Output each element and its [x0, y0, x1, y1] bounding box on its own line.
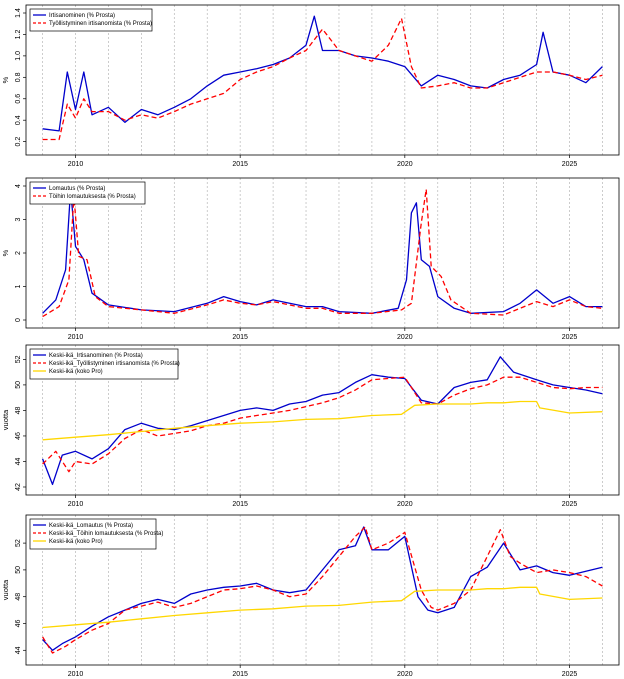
y-axis-label: %	[1, 249, 10, 256]
series-line-1	[42, 188, 603, 314]
y-tick-label: 50	[15, 381, 22, 389]
y-axis-label: vuotta	[1, 409, 10, 430]
legend-entry: Lomautus (% Prosta)	[49, 186, 105, 192]
legend-entry: Keski-ikä_Töihin lomautuksesta (% Prosta…	[49, 531, 163, 537]
y-tick-label: 0.2	[15, 137, 22, 147]
x-tick-label: 2015	[232, 161, 248, 168]
x-tick-label: 2020	[397, 671, 413, 678]
x-tick-label: 2010	[68, 161, 84, 168]
y-tick-label: 42	[15, 483, 22, 491]
legend: Irtisanominen (% Prosta) Työllistyminen i…	[29, 8, 153, 32]
y-tick-label: 2	[15, 251, 22, 255]
legend-entry: Keski-ikä_Lomautus (% Prosta)	[49, 523, 133, 529]
y-tick-label: 52	[15, 355, 22, 363]
x-tick-label: 2010	[68, 671, 84, 678]
y-tick-label: 50	[15, 566, 22, 574]
panel-4: 2010 2015 2020 2025 44 46 48 50 52 vuotta Keski-ik…	[1, 514, 620, 678]
series-line-2	[42, 376, 603, 473]
y-tick-label: 0	[15, 318, 22, 322]
y-tick-label: 1.4	[15, 8, 22, 18]
x-tick-label: 2025	[562, 334, 578, 341]
y-tick-label: 1.0	[15, 51, 22, 61]
y-tick-label: 0.8	[15, 72, 22, 82]
legend-entry: Keski-ikä_Irtisanominen (% Prosta)	[49, 353, 143, 359]
y-tick-label: 0.4	[15, 115, 22, 125]
legend-box	[29, 348, 179, 380]
x-tick-label: 2025	[562, 501, 578, 508]
x-tick-label: 2010	[68, 334, 84, 341]
legend-entry: Töihin lomautuksesta (% Prosta)	[49, 194, 136, 200]
y-tick-label: 52	[15, 539, 22, 547]
y-tick-label: 0.6	[15, 94, 22, 104]
panel-1: 2010 2015 2020 2025 0.2 0.4 0.6 0.8 1.0 1.2 1.4% Ir…	[1, 4, 620, 168]
legend: Keski-ikä_Lomautus (% Prosta) Keski-ikä_T…	[29, 518, 163, 550]
panel-2: 2010 2015 2020 2025 0 1 2 3 4% Lomautus (% Prosta…	[1, 177, 620, 341]
plot-frame	[25, 514, 620, 666]
legend-entry: Keski-ikä_Työllistyminen irtisanomista (…	[49, 361, 180, 367]
legend-entry: Irtisanominen (% Prosta)	[49, 13, 115, 19]
x-tick-label: 2020	[397, 161, 413, 168]
x-tick-label: 2015	[232, 671, 248, 678]
x-tick-label: 2020	[397, 501, 413, 508]
series-line-3	[42, 586, 603, 629]
legend-box	[29, 181, 146, 205]
y-axis-label: %	[1, 76, 10, 83]
x-tick-label: 2010	[68, 501, 84, 508]
x-tick-label: 2020	[397, 334, 413, 341]
y-tick-label: 48	[15, 593, 22, 601]
x-tick-label: 2025	[562, 161, 578, 168]
legend: Keski-ikä_Irtisanominen (% Prosta) Keski-…	[29, 348, 180, 380]
series-line-2	[42, 188, 603, 318]
panel-3: 2010 2015 2020 2025 42 44 46 48 50 52 vuotta Keski-…	[1, 344, 620, 508]
y-tick-label: 1	[15, 284, 22, 288]
y-tick-label: 4	[15, 184, 22, 188]
legend-entry: Työllistyminen irtisanomista (% Prosta)	[49, 21, 152, 27]
legend-box	[29, 518, 157, 550]
y-tick-label: 1.2	[15, 29, 22, 39]
legend-entry: Keski-ikä (koko Pro)	[49, 539, 103, 545]
legend-box	[29, 8, 153, 32]
y-axis-label: vuotta	[1, 579, 10, 600]
legend-entry: Keski-ikä (koko Pro)	[49, 369, 103, 375]
y-tick-label: 44	[15, 646, 22, 654]
plot-frame	[25, 344, 620, 496]
y-tick-label: 48	[15, 406, 22, 414]
x-tick-label: 2015	[232, 334, 248, 341]
series-line-1	[42, 15, 603, 132]
y-tick-label: 44	[15, 457, 22, 465]
x-tick-label: 2025	[562, 671, 578, 678]
y-tick-label: 46	[15, 620, 22, 628]
plot-frame	[25, 4, 620, 156]
x-tick-label: 2015	[232, 501, 248, 508]
legend: Lomautus (% Prosta) Töihin lomautuksesta …	[29, 181, 146, 205]
y-tick-label: 46	[15, 432, 22, 440]
series-line-2	[42, 17, 603, 141]
y-tick-label: 3	[15, 217, 22, 221]
series-line-3	[42, 400, 603, 441]
